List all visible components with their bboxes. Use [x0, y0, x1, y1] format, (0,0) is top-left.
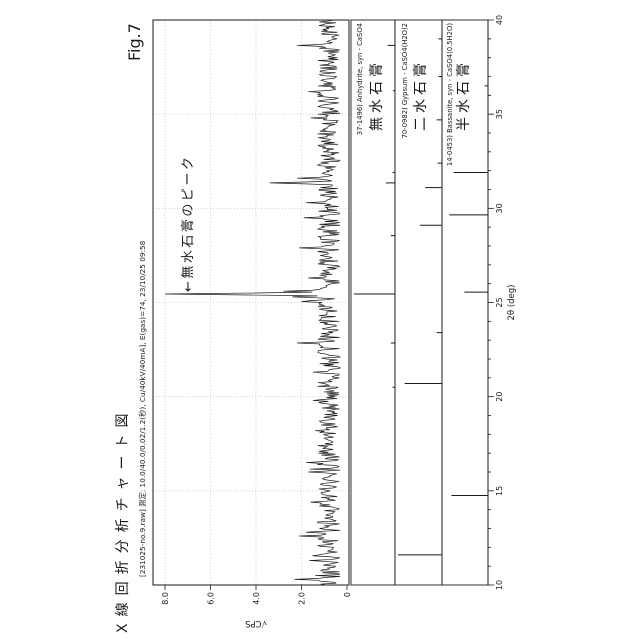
- axes: 10 15 20 25 30 35 40 2θ (deg) 0 2.0 4.0 6.0 8.0 √CPS: [161, 15, 517, 628]
- chart-title: X線回折分析チャート図: [115, 407, 131, 633]
- reference-pattern-3: [449, 85, 488, 497]
- x-tick-label: 40: [495, 15, 504, 25]
- panel-text: 37-1496) Anhydrite, syn - CaSO4 無水石膏 70-09…: [356, 23, 472, 166]
- gridlines: [153, 20, 349, 585]
- x-tick-label: 20: [495, 392, 504, 402]
- y-tick-label: 4.0: [252, 592, 261, 605]
- y-tick-label: 6.0: [207, 592, 216, 605]
- x-tick-label: 30: [495, 203, 504, 213]
- x-tick-label: 15: [495, 486, 504, 496]
- x-axis-title: 2θ (deg): [507, 285, 517, 321]
- rotated-xrd-figure: X線回折分析チャート図 [231025-no.9.raw] 測定: 10.0/4…: [110, 15, 535, 635]
- reference-id: 70-0982) Gypsum - CaSO4(H2O)2: [401, 23, 409, 138]
- x-tick-label: 35: [495, 109, 504, 119]
- reference-mineral-label: 無水石膏: [368, 59, 385, 131]
- reference-id: 14-0453) Bassanite, syn - CaSO4(0.5H2O): [446, 23, 454, 166]
- x-tick-label: 25: [495, 297, 504, 307]
- figure-label: Fig.7: [125, 23, 144, 61]
- reference-mineral-label: 半水石膏: [455, 59, 472, 131]
- reference-id: 37-1496) Anhydrite, syn - CaSO4: [356, 23, 364, 135]
- xrd-chart: X線回折分析チャート図 [231025-no.9.raw] 測定: 10.0/4…: [115, 15, 517, 633]
- reference-mineral-label: 二水石膏: [412, 59, 429, 131]
- reference-pattern-1: [354, 44, 395, 388]
- y-tick-label: 0: [343, 592, 352, 597]
- reference-pattern-2: [398, 38, 442, 556]
- y-tick-label: 2.0: [298, 592, 307, 605]
- diffraction-trace: [164, 19, 341, 586]
- reference-sticks: [354, 38, 488, 556]
- peak-annotation: ←無水石膏のピーク: [180, 155, 196, 292]
- y-tick-label: 8.0: [161, 592, 170, 605]
- x-tick-label: 10: [495, 580, 504, 590]
- y-axis-title: √CPS: [245, 618, 267, 628]
- measurement-conditions: [231025-no.9.raw] 測定: 10.0/40.0/0.02/1.2…: [138, 240, 147, 577]
